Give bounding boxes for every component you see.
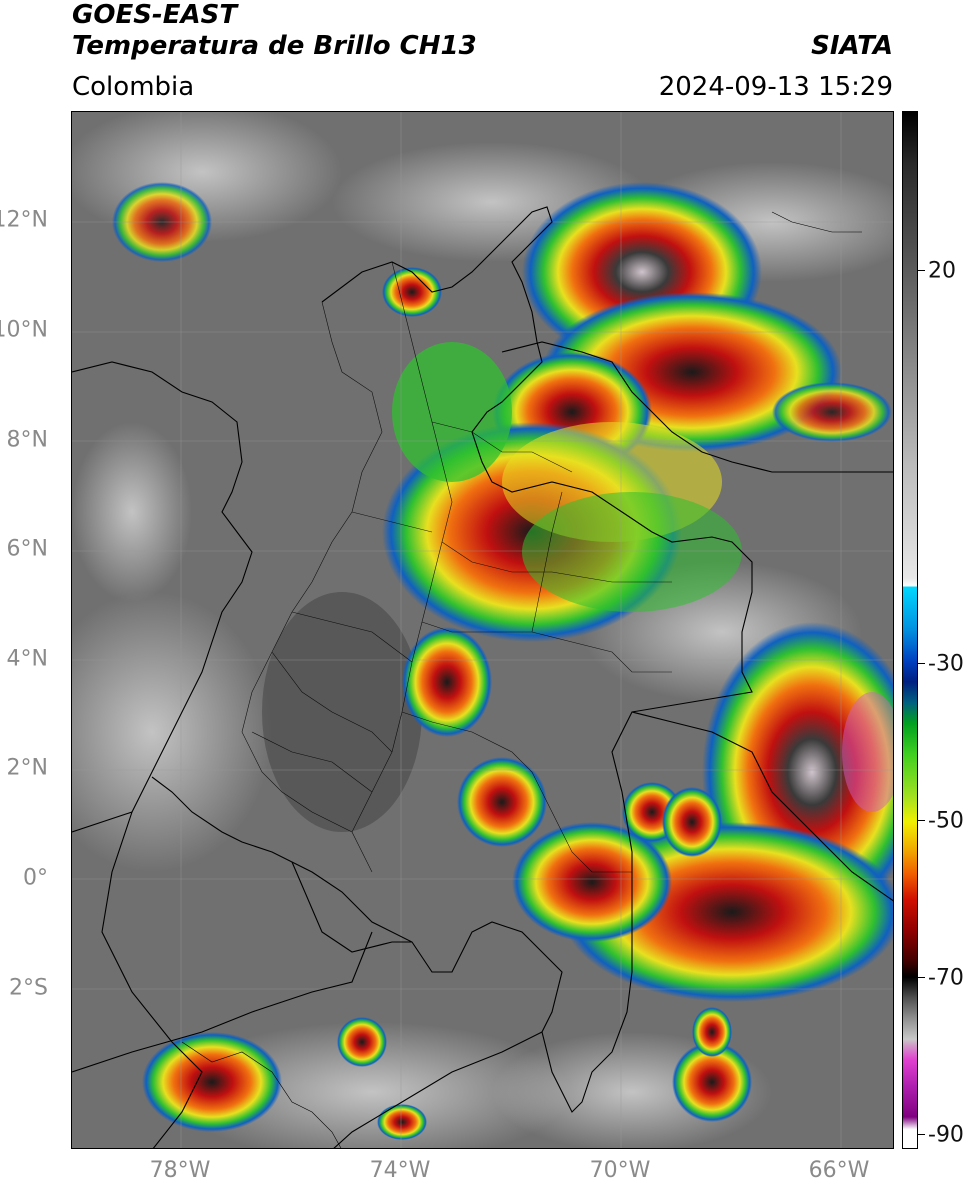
- lat-label-12n: 12°N: [0, 207, 48, 233]
- colorbar-label-20: 20: [928, 258, 956, 284]
- source-label: SIATA: [811, 31, 893, 61]
- region-label: Colombia: [72, 72, 195, 102]
- product-title: Temperatura de Brillo CH13: [72, 31, 477, 61]
- lat-label-4n: 4°N: [6, 646, 48, 672]
- lat-label-0: 0°: [23, 865, 48, 891]
- colorbar-tick-minus30: [918, 663, 925, 664]
- colorbar-tick-20: [918, 270, 925, 271]
- colorbar-label-minus50: -50: [928, 808, 964, 834]
- lon-label-78w: 78°W: [149, 1158, 211, 1183]
- satellite-imagery: [72, 112, 893, 1148]
- satellite-title: GOES-EAST: [72, 0, 238, 30]
- datetime-label: 2024-09-13 15:29: [658, 72, 893, 102]
- lon-label-74w: 74°W: [369, 1158, 431, 1183]
- lon-label-66w: 66°W: [808, 1158, 870, 1183]
- lat-label-10n: 10°N: [0, 317, 48, 343]
- colorbar-label-minus30: -30: [928, 651, 964, 677]
- country-borders: [72, 206, 893, 1148]
- colorbar: [902, 111, 918, 1149]
- lat-label-2n: 2°N: [6, 755, 48, 781]
- department-borders: [241, 261, 672, 873]
- gridlines: [72, 112, 893, 1148]
- colorbar-tick-minus50: [918, 820, 925, 821]
- colorbar-tick-minus90: [918, 1134, 925, 1135]
- satellite-map: [71, 111, 894, 1149]
- lat-label-2s: 2°S: [9, 975, 48, 1001]
- colorbar-label-minus70: -70: [928, 965, 964, 991]
- colorbar-tick-minus70: [918, 977, 925, 978]
- colorbar-label-minus90: -90: [928, 1122, 964, 1148]
- lat-label-6n: 6°N: [6, 536, 48, 562]
- lon-label-70w: 70°W: [589, 1158, 651, 1183]
- lat-label-8n: 8°N: [6, 427, 48, 453]
